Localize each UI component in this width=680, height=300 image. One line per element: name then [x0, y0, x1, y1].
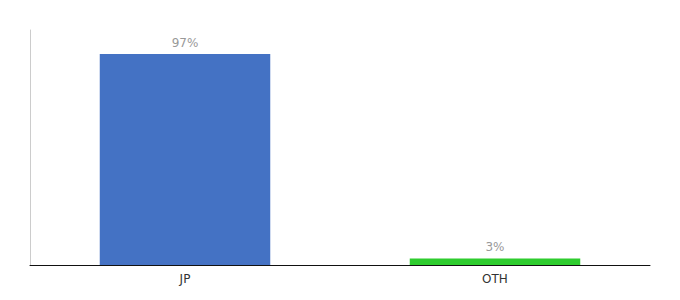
svg-text:JP: JP [179, 272, 191, 286]
svg-text:97%: 97% [172, 36, 199, 50]
svg-text:3%: 3% [485, 240, 504, 254]
svg-text:OTH: OTH [482, 272, 508, 286]
